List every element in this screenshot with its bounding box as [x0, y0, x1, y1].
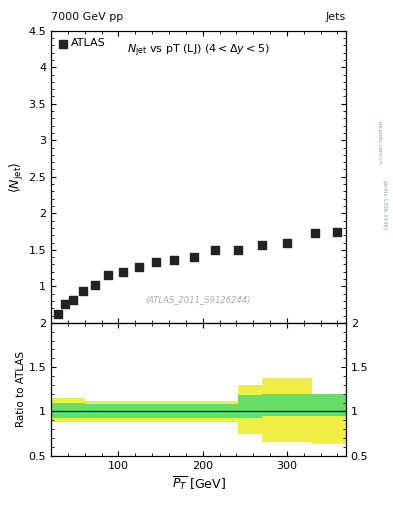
- ATLAS: [212, 246, 219, 254]
- ATLAS: [136, 263, 142, 271]
- ATLAS: [259, 241, 265, 249]
- ATLAS: [105, 271, 112, 280]
- ATLAS: [235, 246, 241, 254]
- Text: Jets: Jets: [325, 12, 346, 22]
- Legend: ATLAS: ATLAS: [54, 34, 110, 53]
- Text: (ATLAS_2011_S9126244): (ATLAS_2011_S9126244): [146, 295, 251, 304]
- Text: $N_\mathrm{jet}$ vs pT (LJ) $(4 < \Delta y < 5)$: $N_\mathrm{jet}$ vs pT (LJ) $(4 < \Delta…: [127, 42, 270, 59]
- ATLAS: [312, 229, 318, 237]
- ATLAS: [191, 253, 197, 261]
- ATLAS: [55, 310, 61, 318]
- ATLAS: [284, 239, 290, 247]
- ATLAS: [119, 268, 126, 276]
- ATLAS: [152, 258, 159, 266]
- ATLAS: [70, 296, 76, 304]
- Text: [arXiv:1306.3436]: [arXiv:1306.3436]: [382, 180, 387, 230]
- ATLAS: [61, 300, 68, 308]
- ATLAS: [80, 287, 86, 295]
- Y-axis label: Ratio to ATLAS: Ratio to ATLAS: [16, 351, 26, 428]
- Text: 7000 GeV pp: 7000 GeV pp: [51, 12, 123, 22]
- ATLAS: [92, 281, 98, 289]
- ATLAS: [171, 256, 177, 264]
- Y-axis label: $\langle N_\mathrm{jet} \rangle$: $\langle N_\mathrm{jet} \rangle$: [8, 161, 26, 193]
- ATLAS: [334, 227, 341, 236]
- Text: mcplots.cern.ch: mcplots.cern.ch: [377, 121, 382, 165]
- X-axis label: $\overline{P_T}$ [GeV]: $\overline{P_T}$ [GeV]: [172, 475, 225, 492]
